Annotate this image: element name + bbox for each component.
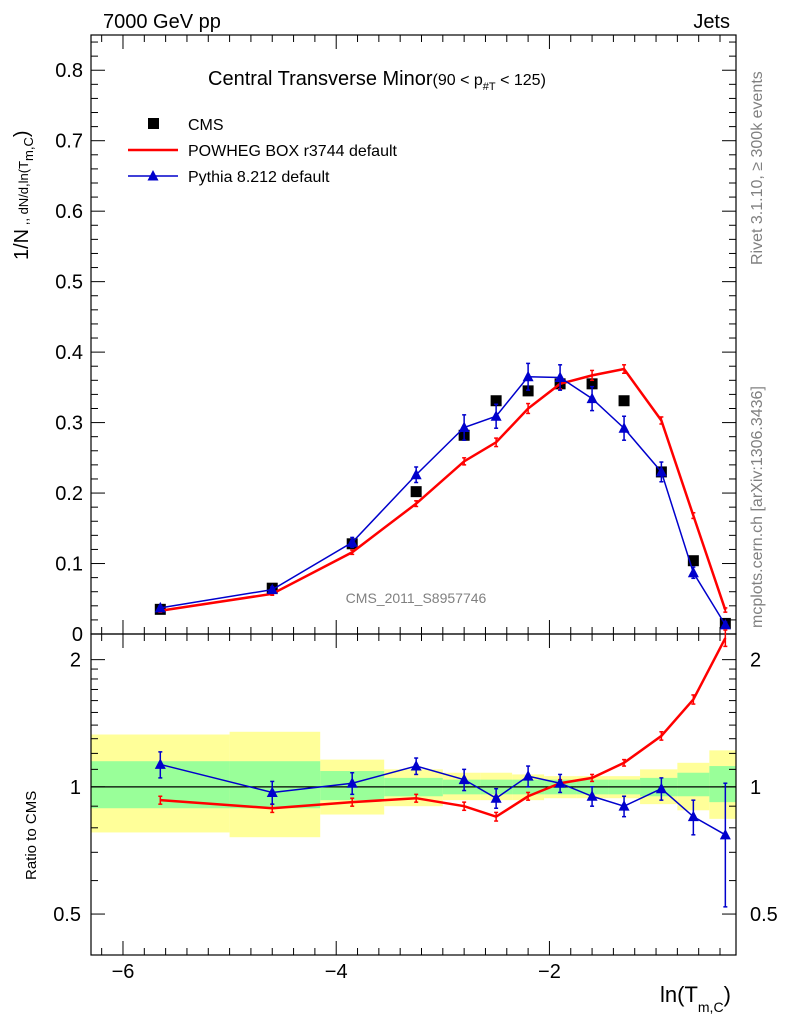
ratio-pythia-point-11 xyxy=(687,810,699,822)
title-range-sub: #T xyxy=(483,81,496,93)
band-inner-12 xyxy=(709,766,736,803)
ratio-pythia-point-9 xyxy=(618,800,630,811)
legend-pythia-marker xyxy=(147,170,159,181)
cms-point-8 xyxy=(586,378,598,390)
title-range-suffix: < 125) xyxy=(496,72,546,89)
title-main: Central Transverse Minor xyxy=(208,68,433,90)
main-ytick-label-3: 0.3 xyxy=(55,413,83,435)
xtick-label-0: −6 xyxy=(112,961,135,983)
ratio-panel-frame xyxy=(90,633,737,956)
ratio-pythia-point-7 xyxy=(554,777,566,788)
pythia-point-2 xyxy=(346,536,358,547)
pythia-point-3 xyxy=(410,468,422,480)
pythia-point-9 xyxy=(618,422,630,433)
x-axis-label: ln(Tm,C) xyxy=(660,982,731,1015)
main-series-line-2 xyxy=(160,376,726,626)
plot-frames xyxy=(90,34,737,956)
main-ytick-label-4: 0.4 xyxy=(55,342,83,364)
main-ytick-label-0: 0 xyxy=(72,624,83,646)
ratio-ytick-label-left-0: 0.5 xyxy=(53,904,81,926)
ratio-pythia-point-12 xyxy=(719,828,731,840)
pythia-point-6 xyxy=(522,370,534,382)
ratio-pythia-point-2 xyxy=(346,777,358,788)
main-ytick-label-8: 0.8 xyxy=(55,60,83,82)
band-inner-11 xyxy=(677,772,710,797)
ratio-pythia-point-8 xyxy=(586,790,598,801)
ratio-ytick-label-left-2: 2 xyxy=(70,650,81,672)
ylabel-part-1: ,, dN/d,ln(T xyxy=(16,161,31,229)
ratio-pythia-point-5 xyxy=(490,792,502,803)
legend-label-1: POWHEG BOX r3744 default xyxy=(188,143,398,160)
cms-point-3 xyxy=(410,486,422,498)
ratio-uncertainty-bands xyxy=(91,731,736,838)
ylabel-part-3: ) xyxy=(11,130,33,137)
pythia-point-8 xyxy=(586,392,598,404)
ratio-ytick-label-right-2: 2 xyxy=(750,650,761,672)
pythia-point-0 xyxy=(154,601,166,613)
xlabel-sub: m,C xyxy=(698,999,724,1015)
ratio-y-axis-label: Ratio to CMS xyxy=(23,791,40,880)
legend-label-0: CMS xyxy=(188,117,224,134)
main-y-axis-label: 1/N ,, dN/d,ln(Tm,C) xyxy=(11,130,36,260)
ratio-pythia-point-3 xyxy=(410,760,422,771)
ratio-ytick-label-right-0: 0.5 xyxy=(750,904,778,926)
cms-point-5 xyxy=(490,395,502,407)
xlabel-close: ) xyxy=(724,982,731,1007)
ratio-ytick-label-left-1: 1 xyxy=(70,777,81,799)
header-right: Jets xyxy=(693,11,730,33)
ratio-panel-series xyxy=(154,629,731,908)
legend-label-2: Pythia 8.212 default xyxy=(188,169,330,186)
cms-point-9 xyxy=(618,395,630,407)
pythia-point-5 xyxy=(490,410,502,421)
cms-point-11 xyxy=(687,555,699,567)
pythia-point-12 xyxy=(719,618,731,630)
chart-title: Central Transverse Minor(90 < p#T < 125) xyxy=(208,68,546,93)
pythia-point-11 xyxy=(687,566,699,578)
legend-cms-marker xyxy=(148,118,159,129)
ylabel-part-2: m,C xyxy=(21,137,36,161)
main-ytick-label-1: 0.1 xyxy=(55,554,83,576)
ratio-pythia-point-4 xyxy=(458,773,470,785)
watermark: CMS_2011_S8957746 xyxy=(346,590,487,606)
pythia-point-10 xyxy=(655,465,667,477)
ratio-pythia-point-6 xyxy=(522,770,534,781)
ratio-pythia-point-1 xyxy=(266,786,278,797)
main-ytick-label-6: 0.6 xyxy=(55,201,83,223)
main-panel-series xyxy=(154,362,731,630)
pythia-point-1 xyxy=(266,583,278,595)
axis-ticks: 0 0.1 0.2 0.3 0.4 0.5 0.6 0.7 0.8 −6 −4 −2 0.5 0.5 1 1 2… xyxy=(53,35,778,983)
header-left: 7000 GeV pp xyxy=(103,11,221,33)
ylabel-part-0: 1/N xyxy=(11,229,33,260)
legend: CMS POWHEG BOX r3744 default Pythia 8.212 … xyxy=(128,117,398,186)
pythia-point-7 xyxy=(554,371,566,382)
xlabel-main: ln(T xyxy=(660,982,698,1007)
side-text-mcplots: mcplots.cern.ch [arXiv:1306.3436] xyxy=(749,386,766,628)
xtick-label-2: −2 xyxy=(538,961,561,983)
side-text-rivet: Rivet 3.1.10, ≥ 300k events xyxy=(749,71,766,265)
ratio-pythia-point-0 xyxy=(154,758,166,769)
main-ytick-label-7: 0.7 xyxy=(55,131,83,153)
ratio-ytick-label-right-1: 1 xyxy=(750,777,761,799)
title-range-prefix: (90 < p xyxy=(433,72,483,89)
band-inner-1 xyxy=(229,761,321,809)
main-ytick-label-5: 0.5 xyxy=(55,272,83,294)
ratio-pythia-point-10 xyxy=(655,782,667,794)
main-ytick-label-2: 0.2 xyxy=(55,483,83,505)
xtick-label-1: −4 xyxy=(325,961,348,983)
pythia-point-4 xyxy=(458,421,470,433)
main-series-line-1 xyxy=(160,367,727,612)
